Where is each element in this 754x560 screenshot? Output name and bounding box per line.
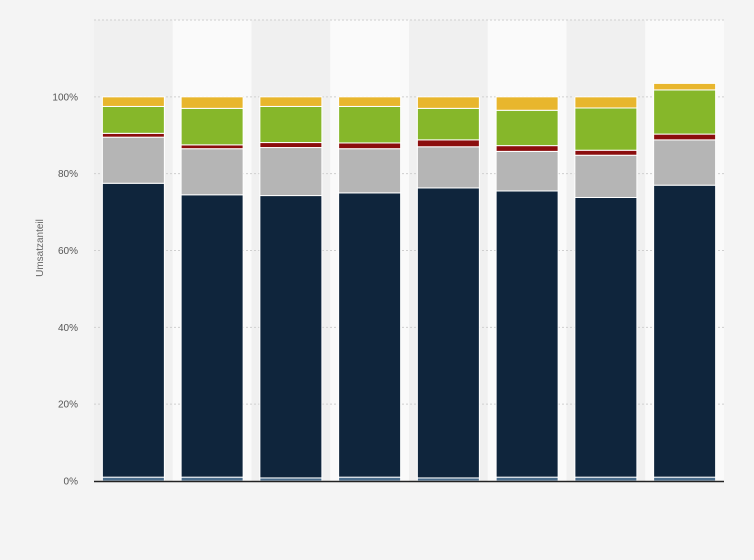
bar-segment xyxy=(259,105,323,144)
y-tick-label: 0% xyxy=(64,477,79,488)
bar-segment xyxy=(416,187,480,479)
bar-segment xyxy=(653,184,717,478)
bar-segment xyxy=(416,96,480,109)
y-tick-label: 80% xyxy=(58,169,78,180)
y-tick-label: 40% xyxy=(58,323,78,334)
bar-segment xyxy=(574,196,638,478)
bar-segment xyxy=(653,139,717,186)
bar-segment xyxy=(416,107,480,141)
y-axis-title: Umsatzanteil xyxy=(35,219,46,277)
bar-segment xyxy=(101,96,165,107)
bar-segment xyxy=(180,194,244,478)
bar-segment xyxy=(259,142,323,149)
bar-segment xyxy=(180,476,244,482)
bar-segment xyxy=(259,195,323,479)
y-tick-label: 20% xyxy=(58,400,78,411)
y-tick-label: 100% xyxy=(52,92,78,103)
bar-segment xyxy=(495,476,559,482)
bar-segment xyxy=(180,96,244,109)
bar-segment xyxy=(338,105,402,144)
y-tick-label: 60% xyxy=(58,246,78,257)
bar-segment xyxy=(338,476,402,482)
bar-segment xyxy=(180,144,244,150)
bar-segment xyxy=(495,109,559,147)
bar-segment xyxy=(338,142,402,150)
bar-segment xyxy=(338,192,402,478)
bar-segment xyxy=(653,82,717,91)
bar-segment xyxy=(574,107,638,151)
bar-segment xyxy=(101,105,165,134)
bar-segment xyxy=(101,476,165,482)
bar-segment xyxy=(495,145,559,152)
bar-segment xyxy=(653,476,717,482)
bar-segment xyxy=(416,139,480,148)
bar-segment xyxy=(574,149,638,156)
bar-segment xyxy=(574,476,638,482)
bar-segment xyxy=(180,148,244,196)
bar-segment xyxy=(338,96,402,107)
bar-segment xyxy=(416,146,480,189)
y-tick-labels: 0% 20% 40% 60% 80% 100% xyxy=(52,92,78,487)
bar-segment xyxy=(101,182,165,478)
bar-segment xyxy=(495,96,559,111)
bar-segment xyxy=(180,107,244,146)
bar-segment xyxy=(338,148,402,194)
bar-segment xyxy=(259,96,323,107)
bar-segment xyxy=(495,190,559,478)
bar-segment xyxy=(653,89,717,135)
bar-segment xyxy=(101,132,165,138)
bar-segment xyxy=(574,154,638,198)
bar-segment xyxy=(101,136,165,184)
bar-segment xyxy=(653,133,717,141)
bar-segment xyxy=(495,150,559,192)
bars xyxy=(101,82,717,482)
bar-segment xyxy=(259,147,323,197)
bar-segment xyxy=(574,96,638,109)
